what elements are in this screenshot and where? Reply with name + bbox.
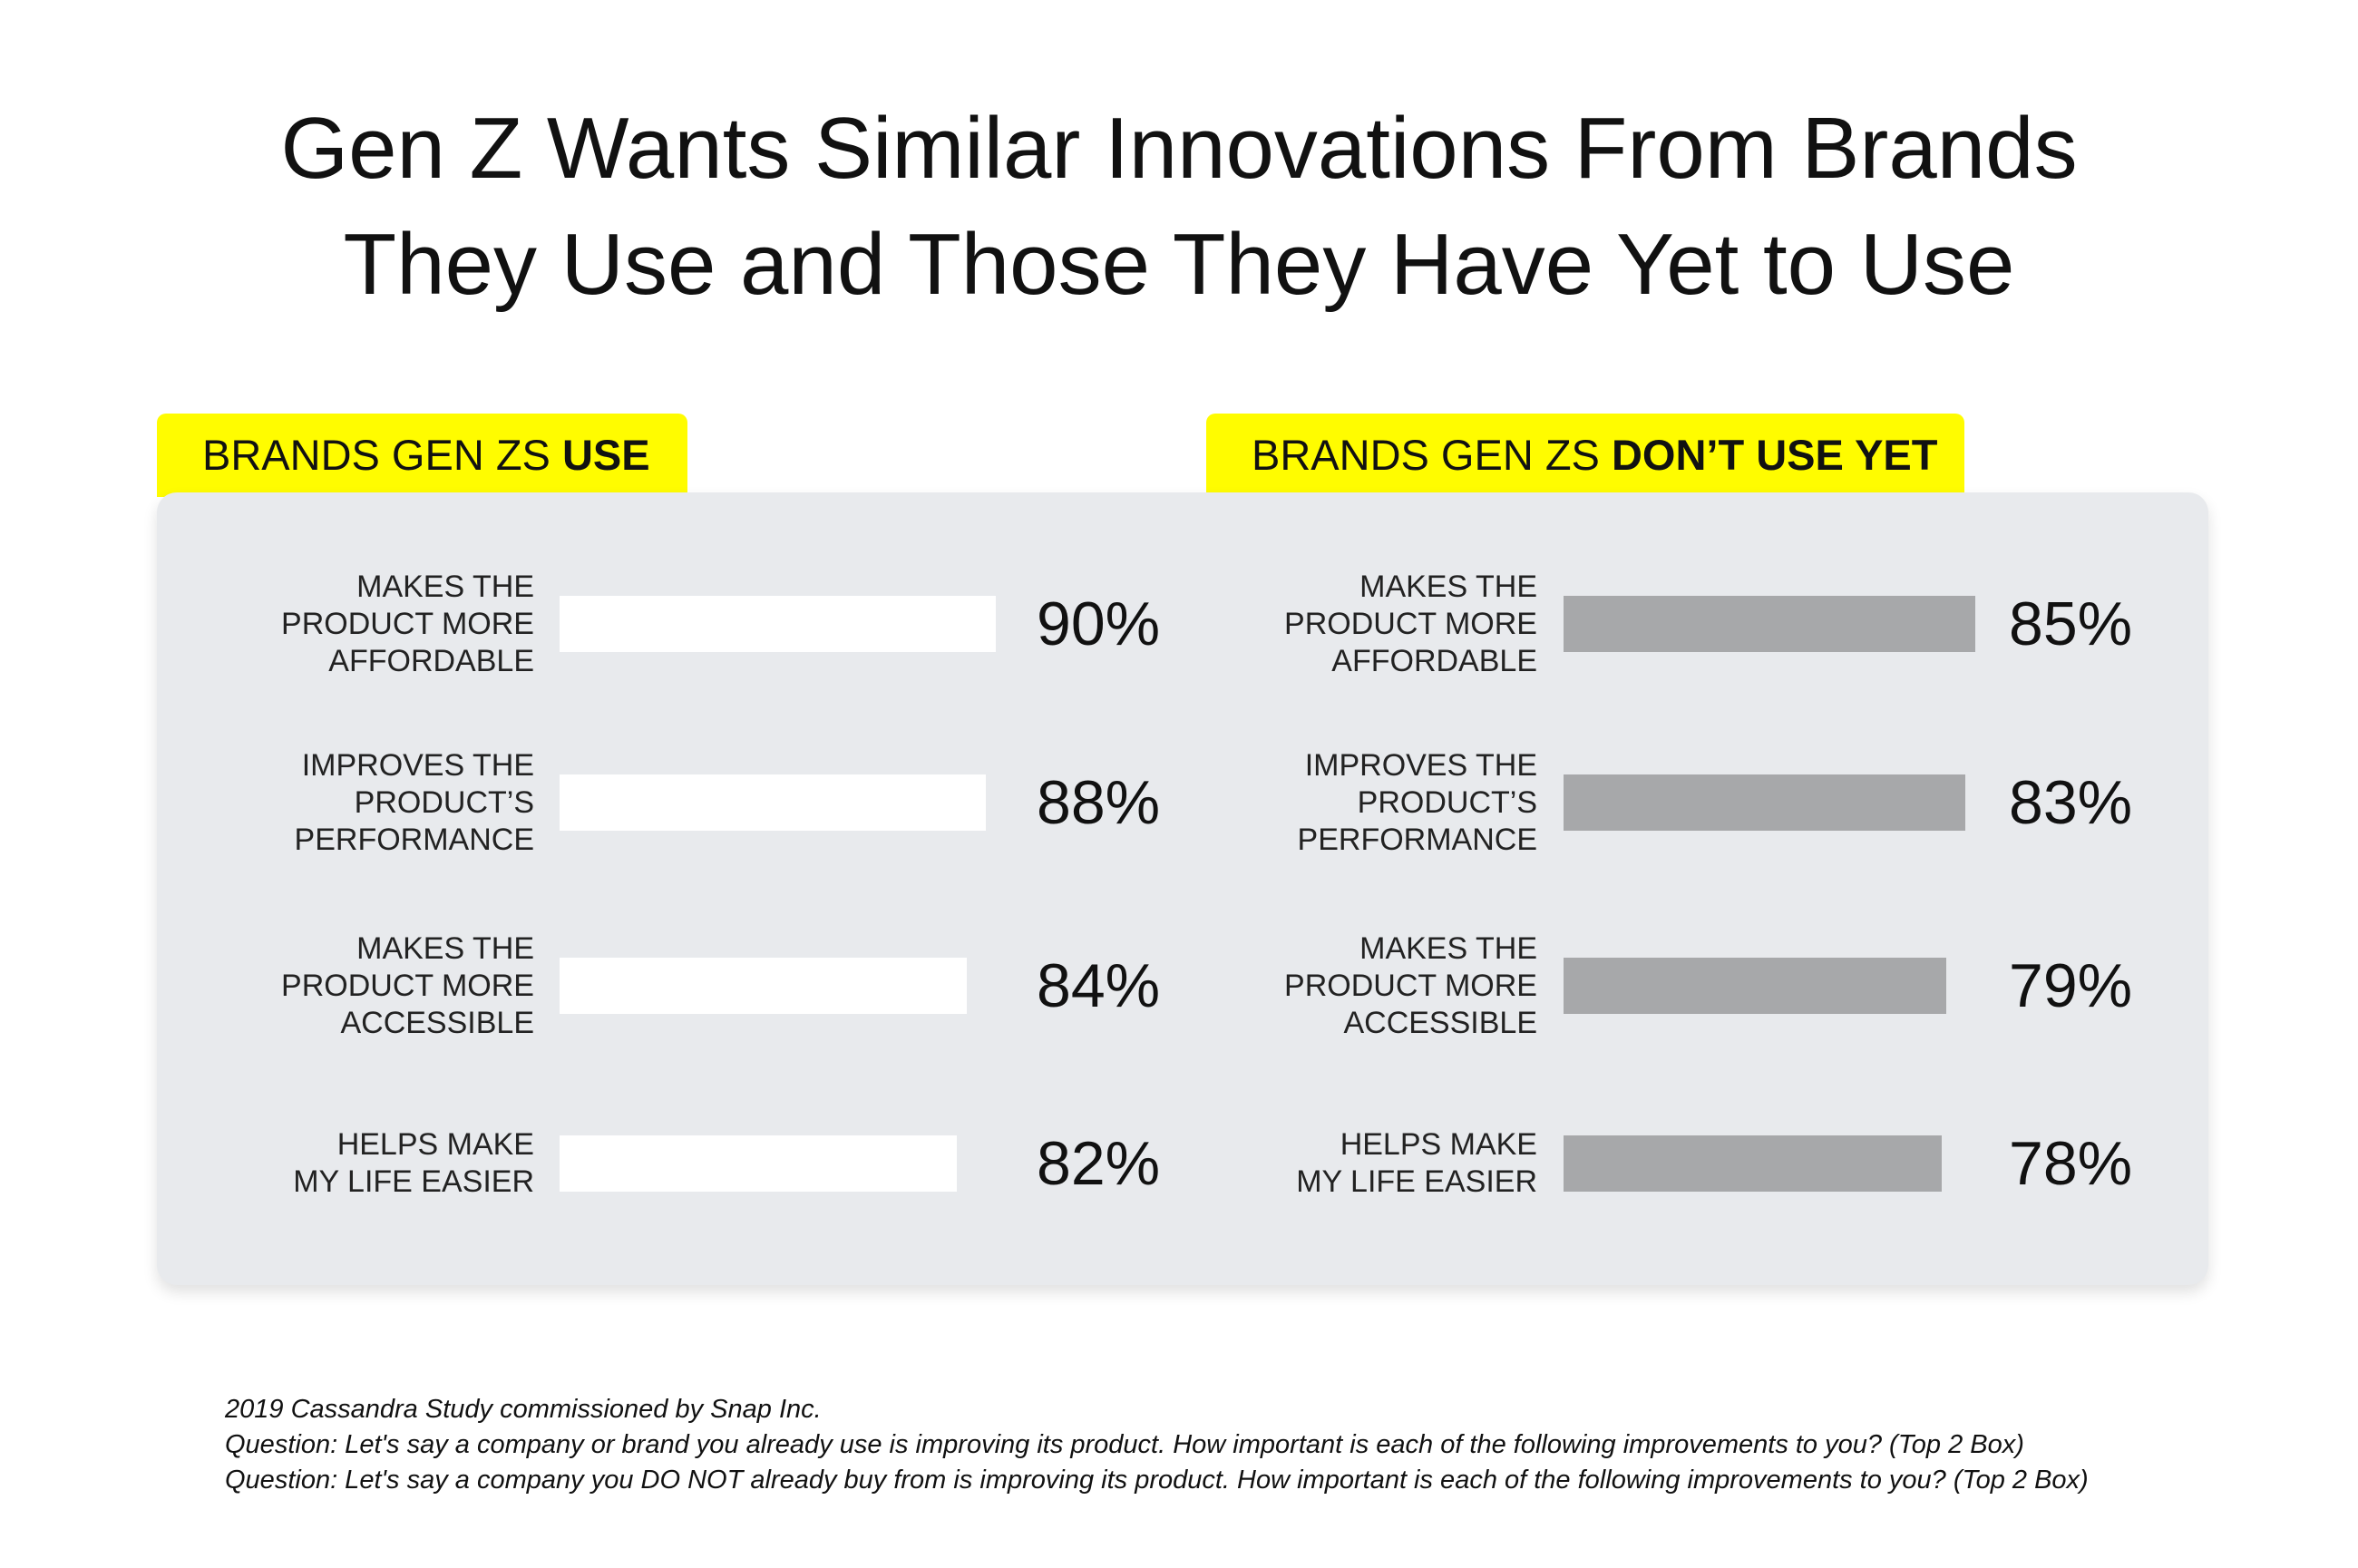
bar-use-2 [560, 774, 986, 831]
value-label-use-4: 82% [1037, 1129, 1161, 1198]
category-label-line: MY LIFE EASIER [1296, 1164, 1537, 1199]
bar-dont-use-1 [1564, 596, 1975, 652]
category-label-line: AFFORDABLE [328, 643, 534, 678]
value-label-dont-use-2: 83% [2009, 768, 2133, 837]
category-label-dont-use-3: MAKES THE PRODUCT MORE ACCESSIBLE [1193, 930, 1537, 1042]
category-label-line: PRODUCT MORE [281, 606, 534, 641]
category-label-dont-use-1: MAKES THE PRODUCT MORE AFFORDABLE [1193, 569, 1537, 680]
value-label-dont-use-1: 85% [2009, 589, 2133, 658]
category-label-line: PRODUCT MORE [281, 968, 534, 1003]
category-label-use-3: MAKES THE PRODUCT MORE ACCESSIBLE [190, 930, 534, 1042]
category-label-use-4: HELPS MAKE MY LIFE EASIER [190, 1126, 534, 1201]
panel-heading-use: BRANDS GEN ZS USE [157, 414, 687, 497]
source-note: 2019 Cassandra Study commissioned by Sna… [225, 1395, 822, 1424]
panel-heading-dont-use-emphasis: DON’T USE YET [1611, 431, 1938, 479]
category-label-line: MAKES THE [1359, 569, 1537, 604]
category-label-dont-use-4: HELPS MAKE MY LIFE EASIER [1193, 1126, 1537, 1201]
bar-use-4 [560, 1135, 957, 1192]
category-label-line: ACCESSIBLE [1343, 1005, 1537, 1040]
category-label-line: IMPROVES THE [1304, 747, 1537, 783]
category-label-line: AFFORDABLE [1331, 643, 1537, 678]
bar-dont-use-4 [1564, 1135, 1942, 1192]
category-label-line: HELPS MAKE [336, 1127, 534, 1162]
bar-use-1 [560, 596, 996, 652]
bar-dont-use-3 [1564, 958, 1946, 1014]
category-label-line: PRODUCT’S [1357, 784, 1537, 820]
category-label-line: PERFORMANCE [1297, 822, 1537, 857]
value-label-dont-use-3: 79% [2009, 951, 2133, 1020]
category-label-dont-use-2: IMPROVES THE PRODUCT’S PERFORMANCE [1193, 747, 1537, 859]
category-label-line: PERFORMANCE [294, 822, 534, 857]
category-label-use-1: MAKES THE PRODUCT MORE AFFORDABLE [190, 569, 534, 680]
value-label-use-2: 88% [1037, 768, 1161, 837]
panel-heading-dont-use-prefix: BRANDS GEN ZS [1252, 431, 1612, 479]
category-label-line: HELPS MAKE [1340, 1127, 1537, 1162]
chart-title-line-2: They Use and Those They Have Yet to Use [343, 216, 2015, 313]
value-label-use-3: 84% [1037, 951, 1161, 1020]
question-note-2: Question: Let's say a company you DO NOT… [225, 1466, 2089, 1495]
bar-use-3 [560, 958, 967, 1014]
category-label-line: ACCESSIBLE [340, 1005, 534, 1040]
panel-heading-use-prefix: BRANDS GEN ZS [202, 431, 562, 479]
category-label-line: IMPROVES THE [301, 747, 534, 783]
panel-heading-dont-use: BRANDS GEN ZS DON’T USE YET [1206, 414, 1964, 497]
category-label-use-2: IMPROVES THE PRODUCT’S PERFORMANCE [190, 747, 534, 859]
source-notes: 2019 Cassandra Study commissioned by Sna… [225, 1392, 2089, 1498]
chart-title-line-1: Gen Z Wants Similar Innovations From Bra… [280, 100, 2078, 197]
category-label-line: MAKES THE [356, 930, 534, 966]
question-note-1: Question: Let's say a company or brand y… [225, 1430, 2024, 1459]
category-label-line: PRODUCT’S [354, 784, 534, 820]
category-label-line: PRODUCT MORE [1284, 968, 1537, 1003]
panel-heading-use-emphasis: USE [561, 431, 650, 479]
category-label-line: MAKES THE [1359, 930, 1537, 966]
value-label-use-1: 90% [1037, 589, 1161, 658]
value-label-dont-use-4: 78% [2009, 1129, 2133, 1198]
category-label-line: MAKES THE [356, 569, 534, 604]
bar-dont-use-2 [1564, 774, 1966, 831]
chart-title: Gen Z Wants Similar Innovations From Bra… [0, 91, 2358, 323]
category-label-line: PRODUCT MORE [1284, 606, 1537, 641]
category-label-line: MY LIFE EASIER [293, 1164, 534, 1199]
